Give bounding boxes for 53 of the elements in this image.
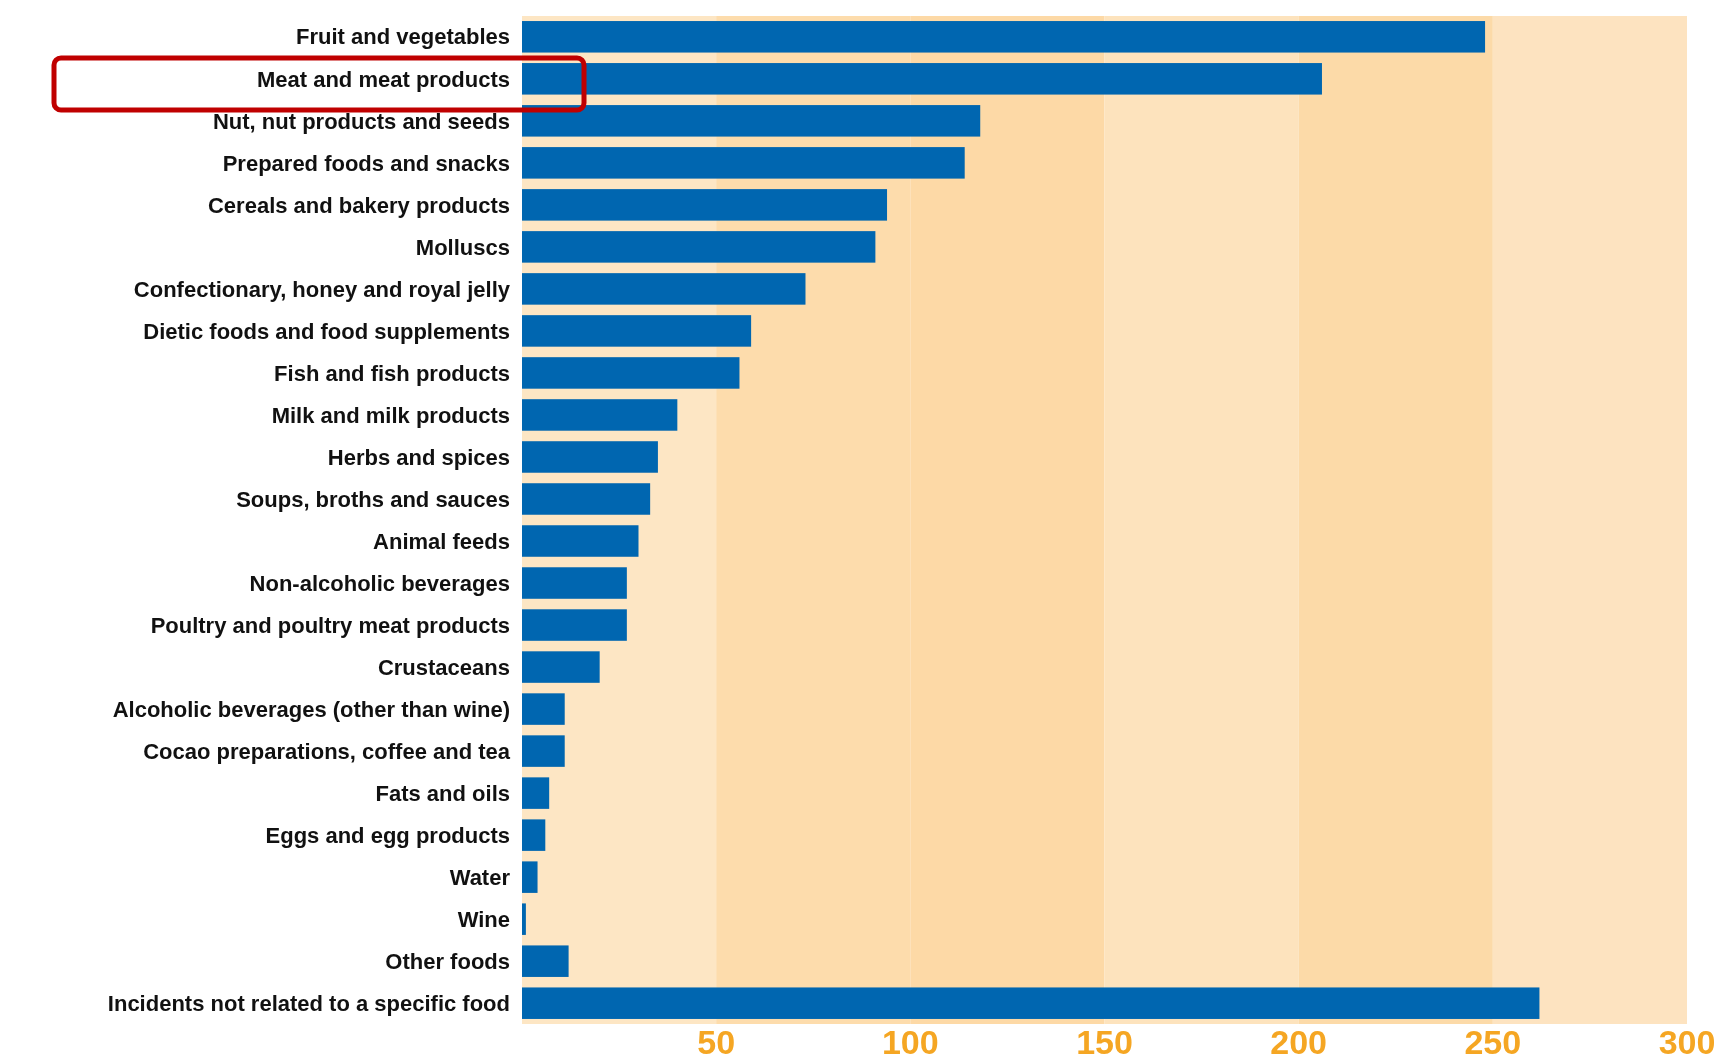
x-tick-label: 200	[1270, 1023, 1328, 1061]
bar	[522, 273, 806, 305]
y-tick-label: Herbs and spices	[327, 444, 510, 470]
y-tick-label: Soups, broths and sauces	[236, 486, 510, 512]
y-tick-label: Confectionary, honey and royal jelly	[133, 276, 511, 302]
bar	[522, 315, 752, 347]
y-tick-label: Incidents not related to a specific food	[107, 990, 510, 1016]
bar	[522, 147, 965, 179]
bar	[522, 777, 550, 809]
y-tick-label: Other foods	[385, 948, 510, 974]
bar	[522, 105, 981, 137]
y-tick-label: Wine	[457, 906, 510, 932]
y-tick-label: Cocao preparations, coffee and tea	[143, 738, 511, 764]
bar	[522, 441, 658, 473]
y-tick-label: Prepared foods and snacks	[222, 150, 510, 176]
bar	[522, 231, 876, 263]
y-tick-label: Fruit and vegetables	[296, 24, 510, 50]
bar	[522, 483, 651, 515]
x-tick-label: 150	[1076, 1023, 1133, 1061]
y-tick-label: Meat and meat products	[256, 66, 510, 92]
y-tick-label: Fats and oils	[375, 780, 510, 806]
bar	[522, 945, 569, 977]
y-tick-label: Dietic foods and food supplements	[143, 318, 510, 344]
bar	[522, 525, 639, 557]
x-tick-label: 300	[1658, 1023, 1716, 1061]
y-tick-label: Milk and milk products	[271, 402, 510, 428]
bar	[522, 189, 888, 221]
y-tick-label: Cereals and bakery products	[207, 192, 510, 218]
bar	[522, 861, 538, 893]
y-tick-label: Nut, nut products and seeds	[212, 108, 510, 134]
bar	[522, 819, 546, 851]
bar	[522, 399, 678, 431]
bar	[522, 651, 600, 683]
y-tick-label: Molluscs	[415, 234, 510, 260]
x-tick-label: 250	[1464, 1023, 1522, 1061]
bar	[522, 903, 526, 935]
bar	[522, 567, 627, 599]
bar	[522, 987, 1540, 1019]
y-tick-label: Eggs and egg products	[265, 822, 510, 848]
bar	[522, 21, 1486, 53]
y-tick-label: Fish and fish products	[274, 360, 510, 386]
y-tick-label: Crustaceans	[377, 654, 510, 680]
y-tick-label: Animal feeds	[373, 528, 510, 554]
bar	[522, 693, 565, 725]
x-tick-label: 50	[697, 1023, 736, 1061]
y-tick-label: Poultry and poultry meat products	[150, 612, 510, 638]
bar	[522, 735, 565, 767]
y-tick-label: Water	[449, 864, 511, 890]
y-tick-label: Non-alcoholic beverages	[249, 570, 510, 596]
bar	[522, 357, 740, 389]
x-tick-label: 100	[881, 1023, 939, 1061]
y-tick-label: Alcoholic beverages (other than wine)	[112, 696, 510, 722]
bar	[522, 609, 627, 641]
